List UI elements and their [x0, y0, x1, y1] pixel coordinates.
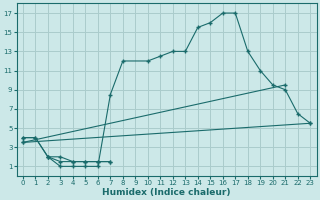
X-axis label: Humidex (Indice chaleur): Humidex (Indice chaleur)	[102, 188, 231, 197]
